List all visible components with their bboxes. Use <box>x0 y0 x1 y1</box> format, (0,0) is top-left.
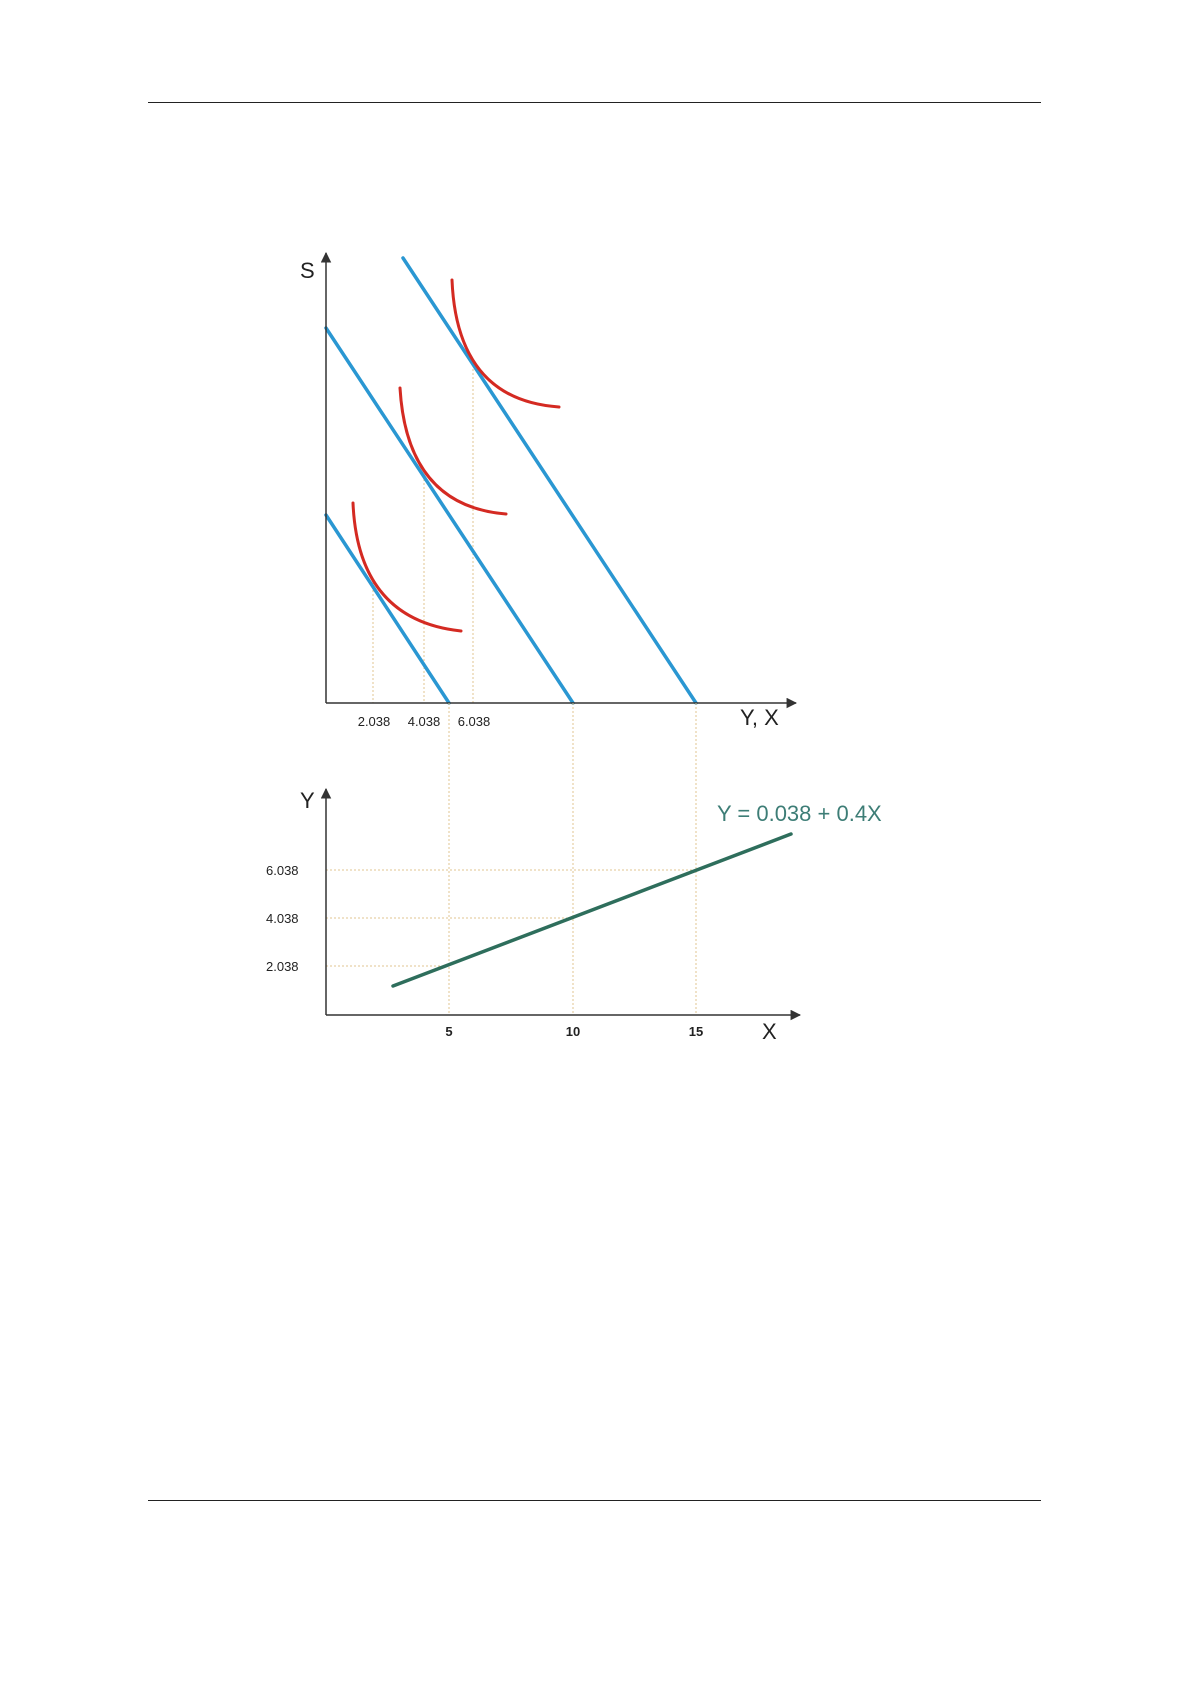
indifference-curve-1 <box>351 501 463 633</box>
indifference-curves <box>351 278 561 633</box>
bottom-y-tick-2038: 2.038 <box>266 959 299 974</box>
bottom-x-tick-15: 15 <box>689 1024 703 1039</box>
footer-rule <box>148 1500 1041 1501</box>
budget-lines <box>324 256 698 705</box>
linear-function-line <box>391 832 793 988</box>
budget-line-2 <box>324 326 575 705</box>
budget-line-3 <box>401 256 698 705</box>
top-x-tick-4038: 4.038 <box>408 714 441 729</box>
bottom-y-tick-6038: 6.038 <box>266 863 299 878</box>
indifference-curve-3 <box>450 278 561 409</box>
bottom-panel: Y X 6.038 4.038 2.038 5 10 15 Y = 0.038 … <box>266 787 882 1044</box>
indifference-curve-2 <box>398 386 508 516</box>
equation-label: Y = 0.038 + 0.4X <box>717 801 882 826</box>
bottom-x-axis-title: X <box>762 1019 777 1044</box>
top-y-axis-title: S <box>300 258 315 283</box>
top-x-tick-6038: 6.038 <box>458 714 491 729</box>
bottom-x-tick-5: 5 <box>445 1024 452 1039</box>
bottom-y-axis-title: Y <box>300 788 315 813</box>
top-panel: S Y, X 2.038 4.038 6.038 <box>300 251 798 730</box>
bottom-x-tick-10: 10 <box>566 1024 580 1039</box>
connecting-guide-lines <box>448 703 697 1015</box>
bottom-y-tick-4038: 4.038 <box>266 911 299 926</box>
header-rule <box>148 102 1041 103</box>
budget-line-1 <box>324 513 451 705</box>
bottom-guide-lines <box>326 869 696 967</box>
top-x-tick-2038: 2.038 <box>358 714 391 729</box>
top-x-axis-title: Y, X <box>740 705 779 730</box>
top-guide-lines <box>372 365 474 703</box>
